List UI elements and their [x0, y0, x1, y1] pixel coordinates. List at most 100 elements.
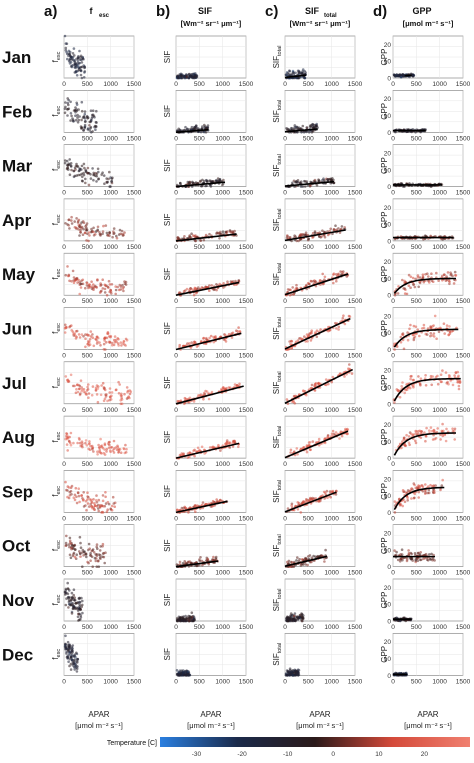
x-tick-label: 1000	[432, 515, 447, 522]
data-point	[433, 429, 436, 433]
data-point	[91, 548, 95, 551]
data-point	[343, 322, 347, 326]
data-point	[128, 392, 132, 396]
data-point	[84, 286, 87, 290]
data-point	[74, 106, 77, 109]
data-point	[407, 441, 411, 445]
y-axis-label: SIF	[163, 214, 172, 227]
x-tick-label: 1500	[456, 407, 471, 414]
data-point	[68, 536, 72, 540]
data-point	[103, 386, 106, 390]
data-point	[122, 285, 125, 289]
data-point	[101, 230, 105, 233]
x-tick-label: 0	[391, 461, 395, 468]
data-point	[290, 504, 294, 507]
x-tick-label: 1500	[456, 570, 471, 577]
data-point	[427, 275, 430, 278]
x-tick-label: 0	[174, 190, 178, 197]
x-tick-label: 1500	[456, 190, 471, 197]
data-point	[199, 556, 202, 559]
data-point	[92, 173, 96, 176]
data-point	[69, 57, 72, 61]
x-tick-label: 500	[303, 135, 314, 142]
y-axis-label: SIF	[163, 51, 172, 64]
data-point	[291, 286, 295, 289]
data-point	[233, 383, 237, 386]
data-point	[72, 551, 76, 555]
data-point	[180, 669, 183, 672]
data-point	[78, 500, 81, 504]
data-point	[324, 378, 328, 381]
panel-title-sub: esc	[99, 13, 110, 19]
data-point	[82, 115, 86, 119]
data-point	[312, 123, 316, 127]
data-point	[96, 559, 100, 563]
x-tick-label: 500	[303, 624, 314, 631]
data-point	[95, 545, 98, 549]
data-point	[105, 450, 108, 453]
x-tick-label: 0	[283, 407, 287, 414]
y-tick-label: 10	[384, 222, 392, 229]
data-point	[105, 231, 109, 235]
data-point	[437, 279, 440, 283]
y-tick-label: 10	[384, 547, 392, 554]
x-tick-label: 1500	[348, 190, 363, 197]
x-tick-label: 500	[82, 570, 93, 577]
y-tick-label: 0	[387, 619, 391, 626]
x-tick-label: 500	[303, 81, 314, 88]
data-point	[197, 394, 200, 397]
y-axis-label: GPP	[380, 374, 389, 391]
data-point	[183, 396, 187, 400]
x-tick-label: 0	[174, 81, 178, 88]
data-point	[298, 615, 301, 619]
data-point	[89, 330, 93, 333]
data-point	[104, 224, 108, 227]
y-axis-label: SIF	[163, 594, 172, 607]
x-tick-label: 500	[411, 624, 422, 631]
month-label: Sep	[2, 482, 33, 501]
data-point	[73, 174, 77, 178]
x-tick-label: 1000	[432, 570, 447, 577]
data-point	[419, 558, 423, 562]
data-point	[119, 402, 123, 406]
data-point	[72, 588, 76, 591]
data-point	[303, 335, 306, 338]
data-point	[330, 380, 334, 384]
data-point	[119, 341, 123, 344]
data-point	[124, 443, 127, 447]
x-tick-label: 1000	[215, 461, 230, 468]
scatter-points	[175, 72, 199, 80]
x-tick-label: 1500	[456, 298, 471, 305]
data-point	[75, 667, 79, 670]
data-point	[209, 334, 213, 338]
data-point	[424, 491, 427, 494]
month-label: Mar	[2, 157, 33, 176]
data-point	[74, 486, 78, 490]
data-point	[346, 427, 349, 431]
data-point	[408, 386, 412, 390]
data-point	[80, 118, 83, 122]
data-point	[399, 557, 403, 561]
data-point	[65, 544, 68, 547]
data-point	[74, 277, 77, 281]
fit-line	[175, 385, 244, 405]
fit-line	[284, 368, 354, 404]
data-point	[79, 444, 82, 448]
data-point	[77, 218, 81, 222]
data-point	[71, 52, 75, 55]
data-point	[108, 290, 111, 294]
data-point	[412, 384, 415, 388]
data-point	[97, 385, 100, 388]
data-point	[237, 279, 241, 282]
data-point	[113, 335, 117, 338]
data-point	[64, 273, 67, 277]
data-point	[85, 508, 88, 512]
y-tick-label: 10	[384, 439, 392, 446]
data-point	[79, 555, 82, 558]
x-tick-label: 500	[194, 190, 205, 197]
data-point	[104, 495, 107, 499]
data-point	[403, 287, 407, 290]
